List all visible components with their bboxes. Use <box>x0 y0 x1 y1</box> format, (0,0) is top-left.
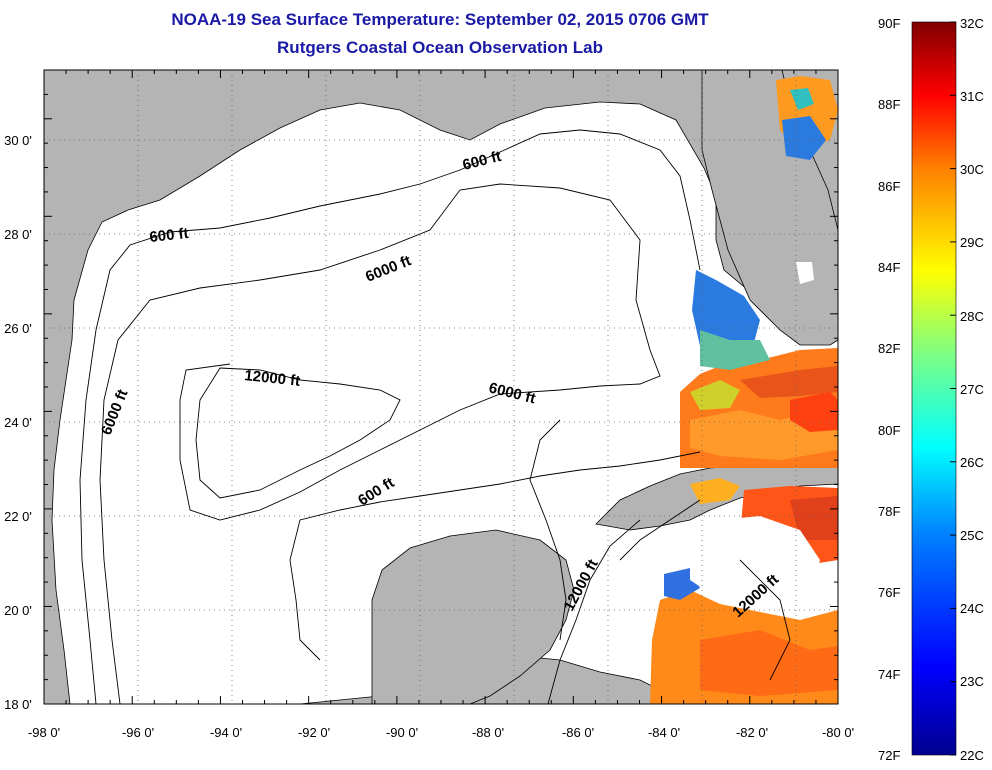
colorbar-f-label: 80F <box>878 423 900 438</box>
x-tick-label: -90 0' <box>386 725 418 740</box>
y-tick-label: 18 0' <box>4 697 32 712</box>
y-tick-label: 26 0' <box>4 321 32 336</box>
colorbar: 90F 88F 86F 84F 82F 80F 78F 76F 74F 72F … <box>878 16 984 763</box>
contour-600ft-south <box>289 451 701 661</box>
x-tick-label: -84 0' <box>648 725 680 740</box>
contour-6000ft <box>99 183 661 704</box>
colorbar-gradient <box>911 21 957 756</box>
colorbar-f-label: 82F <box>878 341 900 356</box>
contour-12000ft <box>195 367 401 499</box>
colorbar-f-label: 90F <box>878 16 900 31</box>
colorbar-c-label: 29C <box>960 235 984 250</box>
colorbar-f-label: 88F <box>878 97 900 112</box>
yucatan-land <box>371 529 575 704</box>
grid-lines <box>44 70 838 704</box>
contour-label-600-west: 600 ft <box>149 225 190 246</box>
colorbar-f-label: 84F <box>878 260 900 275</box>
colorbar-c-label: 30C <box>960 162 984 177</box>
x-tick-label: -80 0' <box>822 725 854 740</box>
x-axis-labels: -98 0' -96 0' -94 0' -92 0' -90 0' -88 0… <box>28 725 854 740</box>
map-subtitle: Rutgers Coastal Ocean Observation Lab <box>277 38 603 57</box>
x-tick-label: -88 0' <box>472 725 504 740</box>
colorbar-c-label: 23C <box>960 674 984 689</box>
contour-12000ft-south <box>547 519 641 704</box>
colorbar-f-label: 86F <box>878 179 900 194</box>
y-tick-label: 20 0' <box>4 603 32 618</box>
colorbar-c-label: 31C <box>960 89 984 104</box>
colorbar-c-label: 28C <box>960 309 984 324</box>
x-tick-label: -98 0' <box>28 725 60 740</box>
x-tick-label: -86 0' <box>562 725 594 740</box>
y-tick-label: 24 0' <box>4 415 32 430</box>
y-tick-label: 28 0' <box>4 227 32 242</box>
x-tick-label: -82 0' <box>736 725 768 740</box>
colorbar-f-label: 76F <box>878 585 900 600</box>
contour-600ft <box>79 129 701 704</box>
colorbar-f-label: 74F <box>878 667 900 682</box>
colorbar-c-label: 27C <box>960 382 984 397</box>
colorbar-c-label: 25C <box>960 528 984 543</box>
map-title: NOAA-19 Sea Surface Temperature: Septemb… <box>171 10 709 29</box>
x-tick-label: -96 0' <box>122 725 154 740</box>
contour-misc <box>529 419 567 641</box>
y-tick-label: 30 0' <box>4 133 32 148</box>
colorbar-c-label: 26C <box>960 455 984 470</box>
colorbar-c-label: 32C <box>960 16 984 31</box>
sst-data-east <box>650 76 838 704</box>
colorbar-f-label: 72F <box>878 748 900 763</box>
axis-ticks <box>43 69 839 705</box>
y-tick-label: 22 0' <box>4 509 32 524</box>
bathymetry-contours <box>79 129 791 704</box>
colorbar-c-label: 22C <box>960 748 984 763</box>
contour-label-12000-center: 12000 ft <box>244 367 301 390</box>
x-tick-label: -92 0' <box>298 725 330 740</box>
colorbar-c-label: 24C <box>960 601 984 616</box>
colorbar-f-label: 78F <box>878 504 900 519</box>
y-axis-labels: 18 0' 20 0' 22 0' 24 0' 26 0' 28 0' 30 0… <box>4 133 32 712</box>
x-tick-label: -94 0' <box>210 725 242 740</box>
